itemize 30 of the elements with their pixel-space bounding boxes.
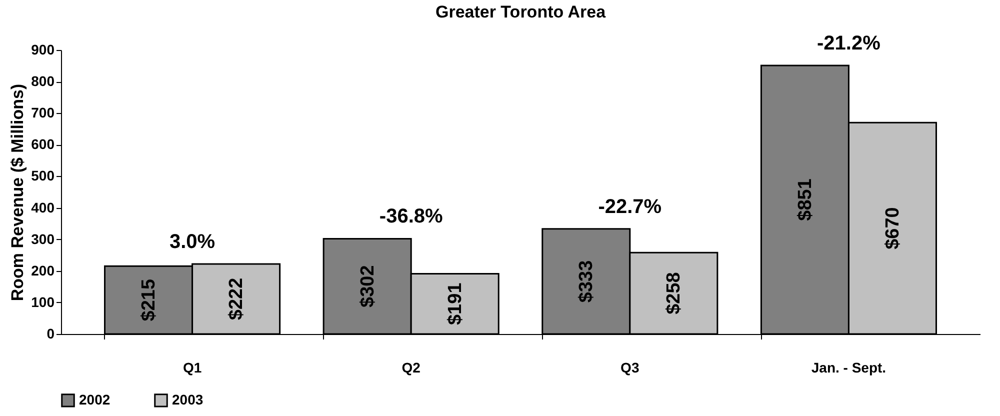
chart-title: Greater Toronto Area — [435, 2, 606, 22]
x-tick-label: Q3 — [620, 360, 640, 376]
data-label: $222 — [226, 278, 248, 320]
y-tick-label: 700 — [31, 104, 55, 121]
x-tick-label: Jan. - Sept. — [811, 360, 886, 376]
y-tick-label: 900 — [31, 42, 55, 58]
y-tick-label: 200 — [31, 262, 55, 278]
annotation: 3.0% — [169, 230, 216, 253]
y-tick-label: 800 — [31, 73, 55, 90]
legend-label: 2002 — [79, 391, 110, 408]
data-label: $333 — [576, 260, 598, 303]
data-label: $191 — [444, 282, 466, 326]
annotation: -21.2% — [817, 32, 881, 54]
annotation: -36.8% — [379, 206, 443, 228]
y-tick-label: 0 — [46, 326, 55, 342]
legend-label: 2003 — [172, 391, 204, 408]
data-label: $851 — [794, 178, 816, 221]
data-label: $302 — [357, 265, 378, 308]
y-axis-title: Room Revenue ($ Millions) — [8, 84, 28, 302]
y-tick-label: 500 — [31, 168, 55, 184]
y-tick-label: 400 — [31, 199, 55, 216]
y-tick-label: 300 — [31, 230, 55, 247]
annotation: -22.7% — [598, 196, 662, 218]
x-tick-label: Q2 — [402, 360, 421, 376]
data-label: $670 — [882, 207, 904, 250]
data-label: $215 — [138, 278, 160, 322]
y-tick-label: 600 — [31, 136, 55, 152]
y-tick-label: 100 — [31, 294, 55, 310]
data-label: $258 — [664, 272, 685, 314]
x-tick-label: Q1 — [182, 360, 202, 376]
